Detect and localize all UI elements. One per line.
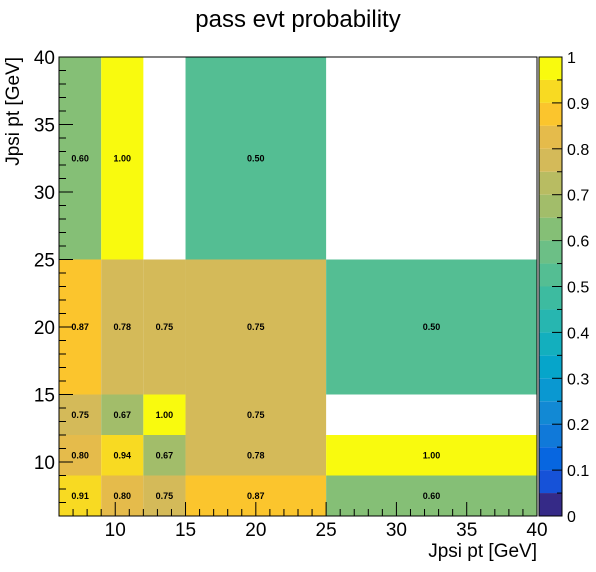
cell-labels: 0.91 0.80 0.75 0.87 0.60 0.80 0.94 0.67 0.78 1.00… bbox=[71, 153, 440, 501]
cell-value-label: 0.67 bbox=[113, 410, 131, 420]
colorbar-band bbox=[539, 217, 562, 241]
cell-value-label: 0.78 bbox=[247, 450, 265, 460]
cell-value-label: 0.87 bbox=[71, 322, 89, 332]
cell-value-label: 0.50 bbox=[423, 322, 441, 332]
colorbar-band bbox=[539, 447, 562, 471]
cell-value-label: 0.80 bbox=[113, 491, 131, 501]
x-tick-label: 10 bbox=[105, 520, 126, 541]
heatmap-cell bbox=[143, 394, 186, 435]
colorbar-tick-label: 0.6 bbox=[567, 234, 589, 251]
y-tick-label: 20 bbox=[34, 318, 55, 339]
cell-value-label: 0.75 bbox=[247, 410, 265, 420]
cell-value-label: 1.00 bbox=[156, 410, 174, 420]
colorbar: 0 0.1 0.2 0.3 0.4 0.5 0.6 0.7 0.8 0.9 1 bbox=[538, 50, 589, 526]
cell-value-label: 1.00 bbox=[423, 450, 441, 460]
colorbar-tick-label: 0.8 bbox=[567, 142, 589, 159]
heatmap-cell bbox=[185, 435, 327, 476]
cell-value-label: 0.50 bbox=[247, 153, 265, 163]
colorbar-band bbox=[539, 79, 562, 103]
heatmap-cell bbox=[101, 394, 144, 435]
colorbar-band bbox=[539, 102, 562, 126]
colorbar-tick-label: 0.1 bbox=[567, 463, 589, 480]
colorbar-band bbox=[539, 493, 562, 516]
x-tick-label: 30 bbox=[386, 520, 407, 541]
y-tick-label: 30 bbox=[34, 183, 55, 204]
heatmap-cell bbox=[101, 57, 144, 260]
colorbar-band bbox=[539, 470, 562, 494]
colorbar-band bbox=[539, 424, 562, 448]
colorbar-band bbox=[539, 378, 562, 402]
colorbar-band bbox=[539, 309, 562, 333]
cell-value-label: 0.94 bbox=[113, 450, 131, 460]
colorbar-tick-label: 0 bbox=[567, 509, 576, 526]
chart-title: pass evt probability bbox=[195, 6, 401, 33]
heatmap-cell bbox=[59, 435, 102, 476]
colorbar-band bbox=[539, 401, 562, 425]
x-tick-label: 35 bbox=[456, 520, 477, 541]
colorbar-band bbox=[539, 171, 562, 195]
colorbar-tick-label: 0.4 bbox=[567, 325, 589, 342]
y-axis-label: Jpsi pt [GeV] bbox=[3, 57, 24, 166]
x-tick-label: 20 bbox=[245, 520, 266, 541]
colorbar-band bbox=[539, 148, 562, 172]
colorbar-tick-label: 0.5 bbox=[567, 280, 589, 297]
heatmap-cell bbox=[143, 259, 186, 395]
heatmap-cell bbox=[143, 435, 186, 476]
heatmap-cell bbox=[101, 259, 144, 395]
cell-value-label: 0.75 bbox=[71, 410, 89, 420]
y-tick-label: 10 bbox=[34, 453, 55, 474]
cell-value-label: 0.75 bbox=[247, 322, 265, 332]
y-tick-label: 25 bbox=[34, 251, 55, 272]
heatmap-cell bbox=[143, 475, 186, 516]
heatmap-cell bbox=[326, 435, 537, 476]
colorbar-tick-label: 0.3 bbox=[567, 371, 589, 388]
heatmap-cell bbox=[59, 475, 102, 516]
heatmap-cell bbox=[185, 259, 327, 395]
y-tick-label: 35 bbox=[34, 116, 55, 137]
y-tick-label: 15 bbox=[34, 386, 55, 407]
cell-value-label: 0.91 bbox=[71, 491, 89, 501]
cell-value-label: 0.60 bbox=[423, 491, 441, 501]
heatmap-cells bbox=[59, 57, 537, 516]
heatmap-cell bbox=[59, 394, 102, 435]
x-axis-label: Jpsi pt [GeV] bbox=[428, 541, 537, 562]
colorbar-band bbox=[539, 263, 562, 287]
colorbar-band bbox=[539, 194, 562, 218]
y-tick-label: 40 bbox=[34, 48, 55, 69]
colorbar-tick-label: 1 bbox=[567, 50, 576, 67]
cell-value-label: 0.87 bbox=[247, 491, 265, 501]
x-tick-label: 25 bbox=[316, 520, 337, 541]
colorbar-band bbox=[539, 240, 562, 264]
heatmap-cell bbox=[326, 475, 537, 516]
colorbar-tick-label: 0.9 bbox=[567, 96, 589, 113]
colorbar-band bbox=[539, 355, 562, 379]
colorbar-tick-label: 0.7 bbox=[567, 188, 589, 205]
cell-value-label: 0.67 bbox=[156, 450, 174, 460]
cell-value-label: 0.80 bbox=[71, 450, 89, 460]
heatmap-cell bbox=[101, 435, 144, 476]
heatmap-cell bbox=[101, 475, 144, 516]
colorbar-band bbox=[539, 57, 562, 80]
axes: 10 15 20 25 30 35 40 10 15 20 25 30 35 40 bbox=[34, 48, 548, 541]
heatmap-cell bbox=[185, 394, 327, 435]
colorbar-band bbox=[539, 286, 562, 310]
cell-value-label: 0.78 bbox=[113, 322, 131, 332]
colorbar-band bbox=[539, 332, 562, 356]
heatmap-cell bbox=[185, 57, 327, 260]
heatmap-cell bbox=[326, 259, 537, 395]
colorbar-tick-label: 0.2 bbox=[567, 417, 589, 434]
colorbar-band bbox=[539, 125, 562, 149]
x-tick-label: 40 bbox=[526, 520, 547, 541]
cell-value-label: 0.60 bbox=[71, 153, 89, 163]
x-tick-label: 15 bbox=[175, 520, 196, 541]
heatmap-cell bbox=[59, 57, 102, 260]
cell-value-label: 0.75 bbox=[156, 322, 174, 332]
cell-value-label: 1.00 bbox=[113, 153, 131, 163]
cell-value-label: 0.75 bbox=[156, 491, 174, 501]
